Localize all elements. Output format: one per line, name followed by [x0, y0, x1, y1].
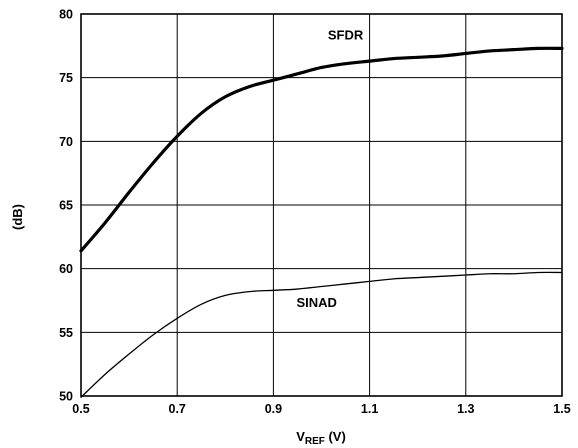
grid — [80, 13, 563, 397]
y-tick-label: 70 — [59, 135, 73, 149]
x-axis-label-main: V — [296, 429, 305, 444]
annotations: SFDR SINAD — [296, 27, 363, 309]
tick-labels: 0.5 0.7 0.9 1.1 1.3 1.5 50 55 60 65 70 75 80 — [59, 8, 571, 417]
x-tick-label: 0.5 — [72, 402, 89, 416]
series-line-sinad — [80, 271, 563, 398]
x-tick-label: 0.9 — [265, 402, 282, 416]
x-tick-label: 1.1 — [361, 402, 378, 416]
y-tick-label: 65 — [59, 199, 73, 213]
y-tick-label: 60 — [59, 262, 73, 276]
x-tick-label: 0.7 — [169, 402, 186, 416]
series-label-sinad: SINAD — [296, 295, 336, 310]
plot-frame — [80, 13, 563, 397]
y-tick-label: 50 — [59, 390, 73, 404]
y-tick-label: 55 — [59, 326, 73, 340]
x-axis-label-subscript: REF — [305, 436, 325, 447]
y-tick-label: 75 — [59, 71, 73, 85]
series-group — [79, 46, 564, 398]
series-line-sfdr — [79, 46, 564, 253]
x-axis-label: VREF (V) — [296, 429, 346, 447]
x-axis-label-unit: (V) — [325, 429, 346, 444]
x-tick-label: 1.3 — [457, 402, 474, 416]
y-tick-label: 80 — [59, 8, 73, 22]
y-axis-label: (dB) — [10, 204, 25, 230]
x-tick-label: 1.5 — [553, 402, 570, 416]
series-label-sfdr: SFDR — [328, 27, 364, 42]
